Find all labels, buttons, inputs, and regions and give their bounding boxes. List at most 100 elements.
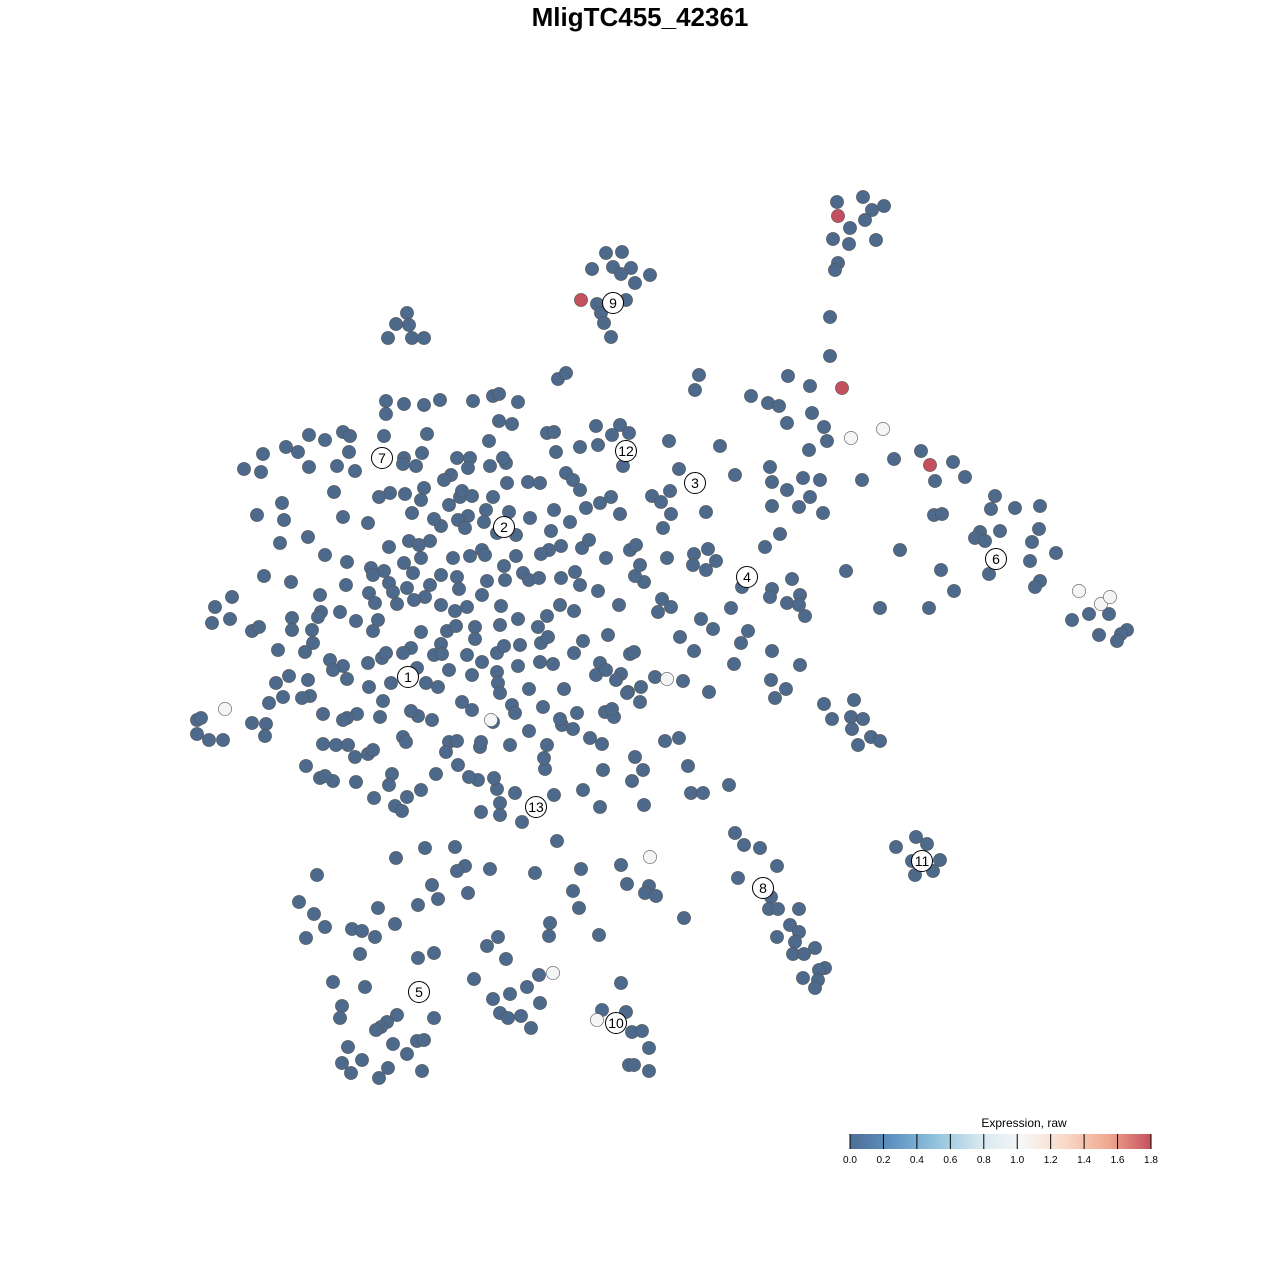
data-point xyxy=(563,515,577,529)
data-point xyxy=(417,1033,431,1047)
data-point xyxy=(625,774,639,788)
data-point xyxy=(642,1064,656,1078)
data-point xyxy=(501,1011,515,1025)
data-point xyxy=(349,775,363,789)
data-point xyxy=(780,596,794,610)
data-point xyxy=(500,476,514,490)
data-point xyxy=(1092,628,1106,642)
data-point xyxy=(533,655,547,669)
data-point xyxy=(223,612,237,626)
cluster-label: 5 xyxy=(408,981,430,1003)
data-point xyxy=(450,451,464,465)
data-point xyxy=(493,808,507,822)
colorbar-legend: Expression, raw 0.0 0.2 0.4 0.6 0.8 1.0 1.2 1.4… xyxy=(843,1116,1158,1166)
data-point xyxy=(765,475,779,489)
data-point xyxy=(336,510,350,524)
data-point xyxy=(425,878,439,892)
data-point xyxy=(554,571,568,585)
data-point xyxy=(377,429,391,443)
data-point xyxy=(522,682,536,696)
data-point xyxy=(427,1011,441,1025)
data-point xyxy=(599,663,613,677)
data-point xyxy=(593,496,607,510)
data-point xyxy=(497,559,511,573)
data-point xyxy=(434,568,448,582)
data-point xyxy=(302,460,316,474)
data-point xyxy=(660,672,674,686)
data-point xyxy=(797,947,811,961)
colorbar-tick-label: 0.6 xyxy=(943,1155,957,1166)
data-point xyxy=(381,1061,395,1075)
data-point xyxy=(567,646,581,660)
colorbar-tick-label: 1.4 xyxy=(1077,1155,1091,1166)
data-point xyxy=(609,673,623,687)
data-point xyxy=(237,462,251,476)
data-point xyxy=(574,293,588,307)
data-point xyxy=(634,680,648,694)
data-point xyxy=(692,368,706,382)
data-point xyxy=(770,930,784,944)
data-point xyxy=(340,672,354,686)
data-point xyxy=(478,548,492,562)
data-point xyxy=(216,733,230,747)
points-layer xyxy=(190,190,1134,1085)
data-point xyxy=(1023,554,1037,568)
data-point xyxy=(803,490,817,504)
data-point xyxy=(773,527,787,541)
data-point xyxy=(348,464,362,478)
data-point xyxy=(339,578,353,592)
data-point xyxy=(402,318,416,332)
data-point xyxy=(468,620,482,634)
data-point xyxy=(549,445,563,459)
data-point xyxy=(486,490,500,504)
cluster-label: 2 xyxy=(493,516,515,538)
data-point xyxy=(699,505,713,519)
data-point xyxy=(722,778,736,792)
data-point xyxy=(520,980,534,994)
cluster-label-text: 11 xyxy=(915,853,930,869)
data-point xyxy=(573,578,587,592)
data-point xyxy=(326,663,340,677)
data-point xyxy=(568,565,582,579)
data-point xyxy=(269,676,283,690)
data-point xyxy=(823,349,837,363)
cluster-label-text: 5 xyxy=(415,984,423,1000)
data-point xyxy=(567,604,581,618)
data-point xyxy=(792,598,806,612)
colorbar-tick-label: 0.2 xyxy=(876,1155,890,1166)
cluster-label-text: 2 xyxy=(500,519,508,535)
data-point xyxy=(928,474,942,488)
data-point xyxy=(277,513,291,527)
data-point xyxy=(284,575,298,589)
data-point xyxy=(306,636,320,650)
data-point xyxy=(1025,535,1039,549)
data-point xyxy=(446,551,460,565)
data-point xyxy=(425,713,439,727)
data-point xyxy=(553,598,567,612)
data-point xyxy=(508,786,522,800)
data-point xyxy=(574,862,588,876)
data-point xyxy=(533,996,547,1010)
data-point xyxy=(475,655,489,669)
data-point xyxy=(419,676,433,690)
data-point xyxy=(599,246,613,260)
data-point xyxy=(258,729,272,743)
data-point xyxy=(372,490,386,504)
data-point xyxy=(318,769,332,783)
data-point xyxy=(379,407,393,421)
data-point xyxy=(709,554,723,568)
data-point xyxy=(1102,607,1116,621)
data-point xyxy=(893,543,907,557)
data-point xyxy=(844,431,858,445)
colorbar-tick-label: 0.4 xyxy=(910,1155,924,1166)
data-point xyxy=(576,634,590,648)
data-point xyxy=(978,534,992,548)
data-point xyxy=(415,1064,429,1078)
data-point xyxy=(311,610,325,624)
data-point xyxy=(528,866,542,880)
data-point xyxy=(301,530,315,544)
data-point xyxy=(386,585,400,599)
colorbar-tick-label: 0.8 xyxy=(977,1155,991,1166)
data-point xyxy=(614,976,628,990)
data-point xyxy=(279,440,293,454)
